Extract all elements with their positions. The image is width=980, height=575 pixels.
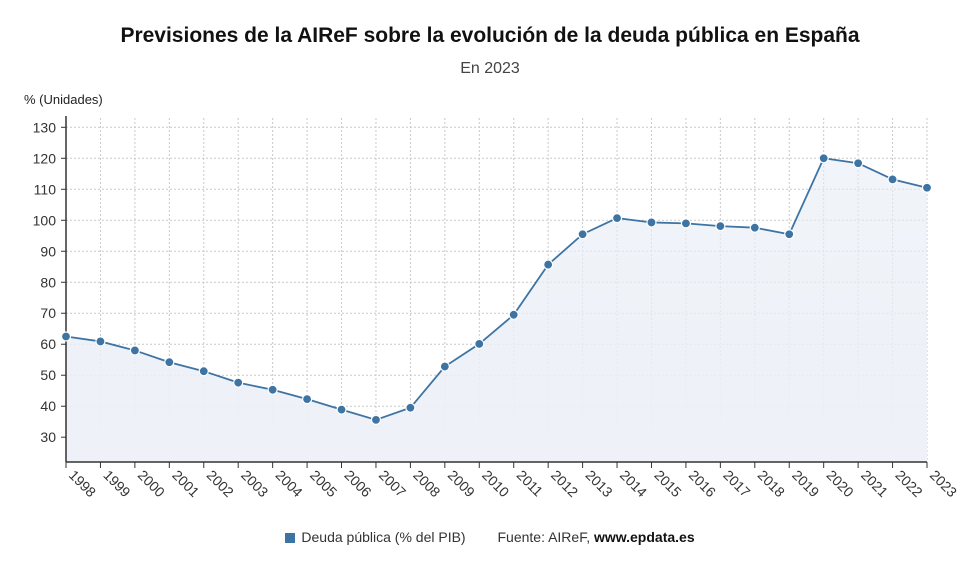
data-point — [267, 384, 278, 395]
data-point — [784, 229, 795, 240]
data-point — [405, 402, 416, 413]
chart-legend: Deuda pública (% del PIB) Fuente: AIReF,… — [0, 528, 980, 545]
data-point — [887, 174, 898, 185]
x-tick-label: 2001 — [169, 467, 202, 500]
series-line — [65, 157, 928, 421]
data-point — [164, 357, 175, 368]
x-tick-label: 2017 — [720, 467, 753, 500]
y-tick-label: 90 — [40, 243, 56, 259]
x-tick-label: 2022 — [892, 467, 925, 500]
chart-subtitle: En 2023 — [460, 60, 520, 77]
data-point — [439, 361, 450, 372]
data-point — [749, 222, 760, 233]
data-point — [233, 377, 244, 388]
legend-swatch — [285, 532, 296, 543]
data-point — [198, 366, 209, 377]
y-tick-label: 60 — [40, 336, 56, 352]
y-tick-label: 40 — [40, 398, 56, 414]
x-tick-label: 2021 — [858, 467, 891, 500]
x-tick-label: 2012 — [548, 467, 581, 500]
data-point — [853, 158, 864, 169]
legend-label: Deuda pública (% del PIB) — [301, 529, 466, 546]
data-point — [95, 336, 106, 347]
data-point — [715, 221, 726, 232]
x-tick-label: 2015 — [651, 467, 684, 500]
data-point — [129, 345, 140, 356]
x-tick-label: 2003 — [238, 467, 271, 500]
x-tick-label: 2014 — [617, 467, 650, 500]
data-point — [370, 414, 382, 425]
x-tick-label: 2006 — [341, 467, 374, 500]
data-point — [646, 217, 657, 228]
data-point — [680, 218, 692, 229]
y-tick-label: 120 — [33, 150, 57, 166]
x-tick-label: 2007 — [376, 467, 409, 500]
source-site: www.epdata.es — [593, 529, 695, 546]
x-tick-label: 2020 — [824, 467, 857, 500]
chart-title: Previsiones de la AIReF sobre la evoluci… — [120, 24, 860, 47]
x-tick-label: 2013 — [582, 467, 615, 500]
x-tick-label: 2000 — [135, 467, 168, 500]
data-point — [508, 309, 519, 320]
data-point — [543, 259, 554, 270]
x-tick-label: 2023 — [927, 467, 960, 500]
y-tick-label: 100 — [33, 212, 57, 228]
legend-item: Deuda pública (% del PIB) — [285, 529, 466, 546]
x-tick-label: 2018 — [755, 467, 788, 500]
data-point — [474, 338, 485, 350]
x-tick-label: 2019 — [789, 467, 822, 500]
x-tick-label: 2002 — [204, 467, 237, 500]
y-tick-label: 30 — [40, 429, 56, 445]
y-tick-label: 50 — [40, 367, 56, 383]
y-tick-label: 80 — [40, 274, 56, 290]
y-tick-label: 70 — [40, 305, 56, 321]
data-point — [336, 404, 347, 415]
x-tick-label: 2016 — [686, 467, 719, 500]
x-tick-label: 2011 — [514, 467, 547, 500]
y-tick-label: 130 — [33, 119, 57, 135]
series-area — [66, 158, 927, 463]
source-note: Fuente: AIReF, www.epdata.es — [497, 529, 694, 545]
data-point — [577, 229, 588, 240]
x-tick-label: 1998 — [66, 467, 99, 500]
y-tick-label: 110 — [34, 181, 57, 197]
data-point — [301, 393, 313, 405]
source-prefix: Fuente: AIReF, — [497, 529, 594, 546]
data-point — [818, 153, 829, 164]
x-tick-label: 2010 — [479, 467, 512, 500]
data-point — [611, 213, 623, 224]
x-tick-label: 2008 — [410, 467, 443, 500]
y-axis-label: % (Unidades) — [24, 92, 103, 107]
x-tick-label: 2004 — [273, 467, 306, 500]
data-point — [60, 331, 72, 342]
data-point — [921, 182, 933, 193]
x-tick-label: 2009 — [445, 467, 478, 500]
x-tick-label: 2005 — [307, 467, 340, 500]
x-tick-label: 1999 — [100, 467, 133, 500]
